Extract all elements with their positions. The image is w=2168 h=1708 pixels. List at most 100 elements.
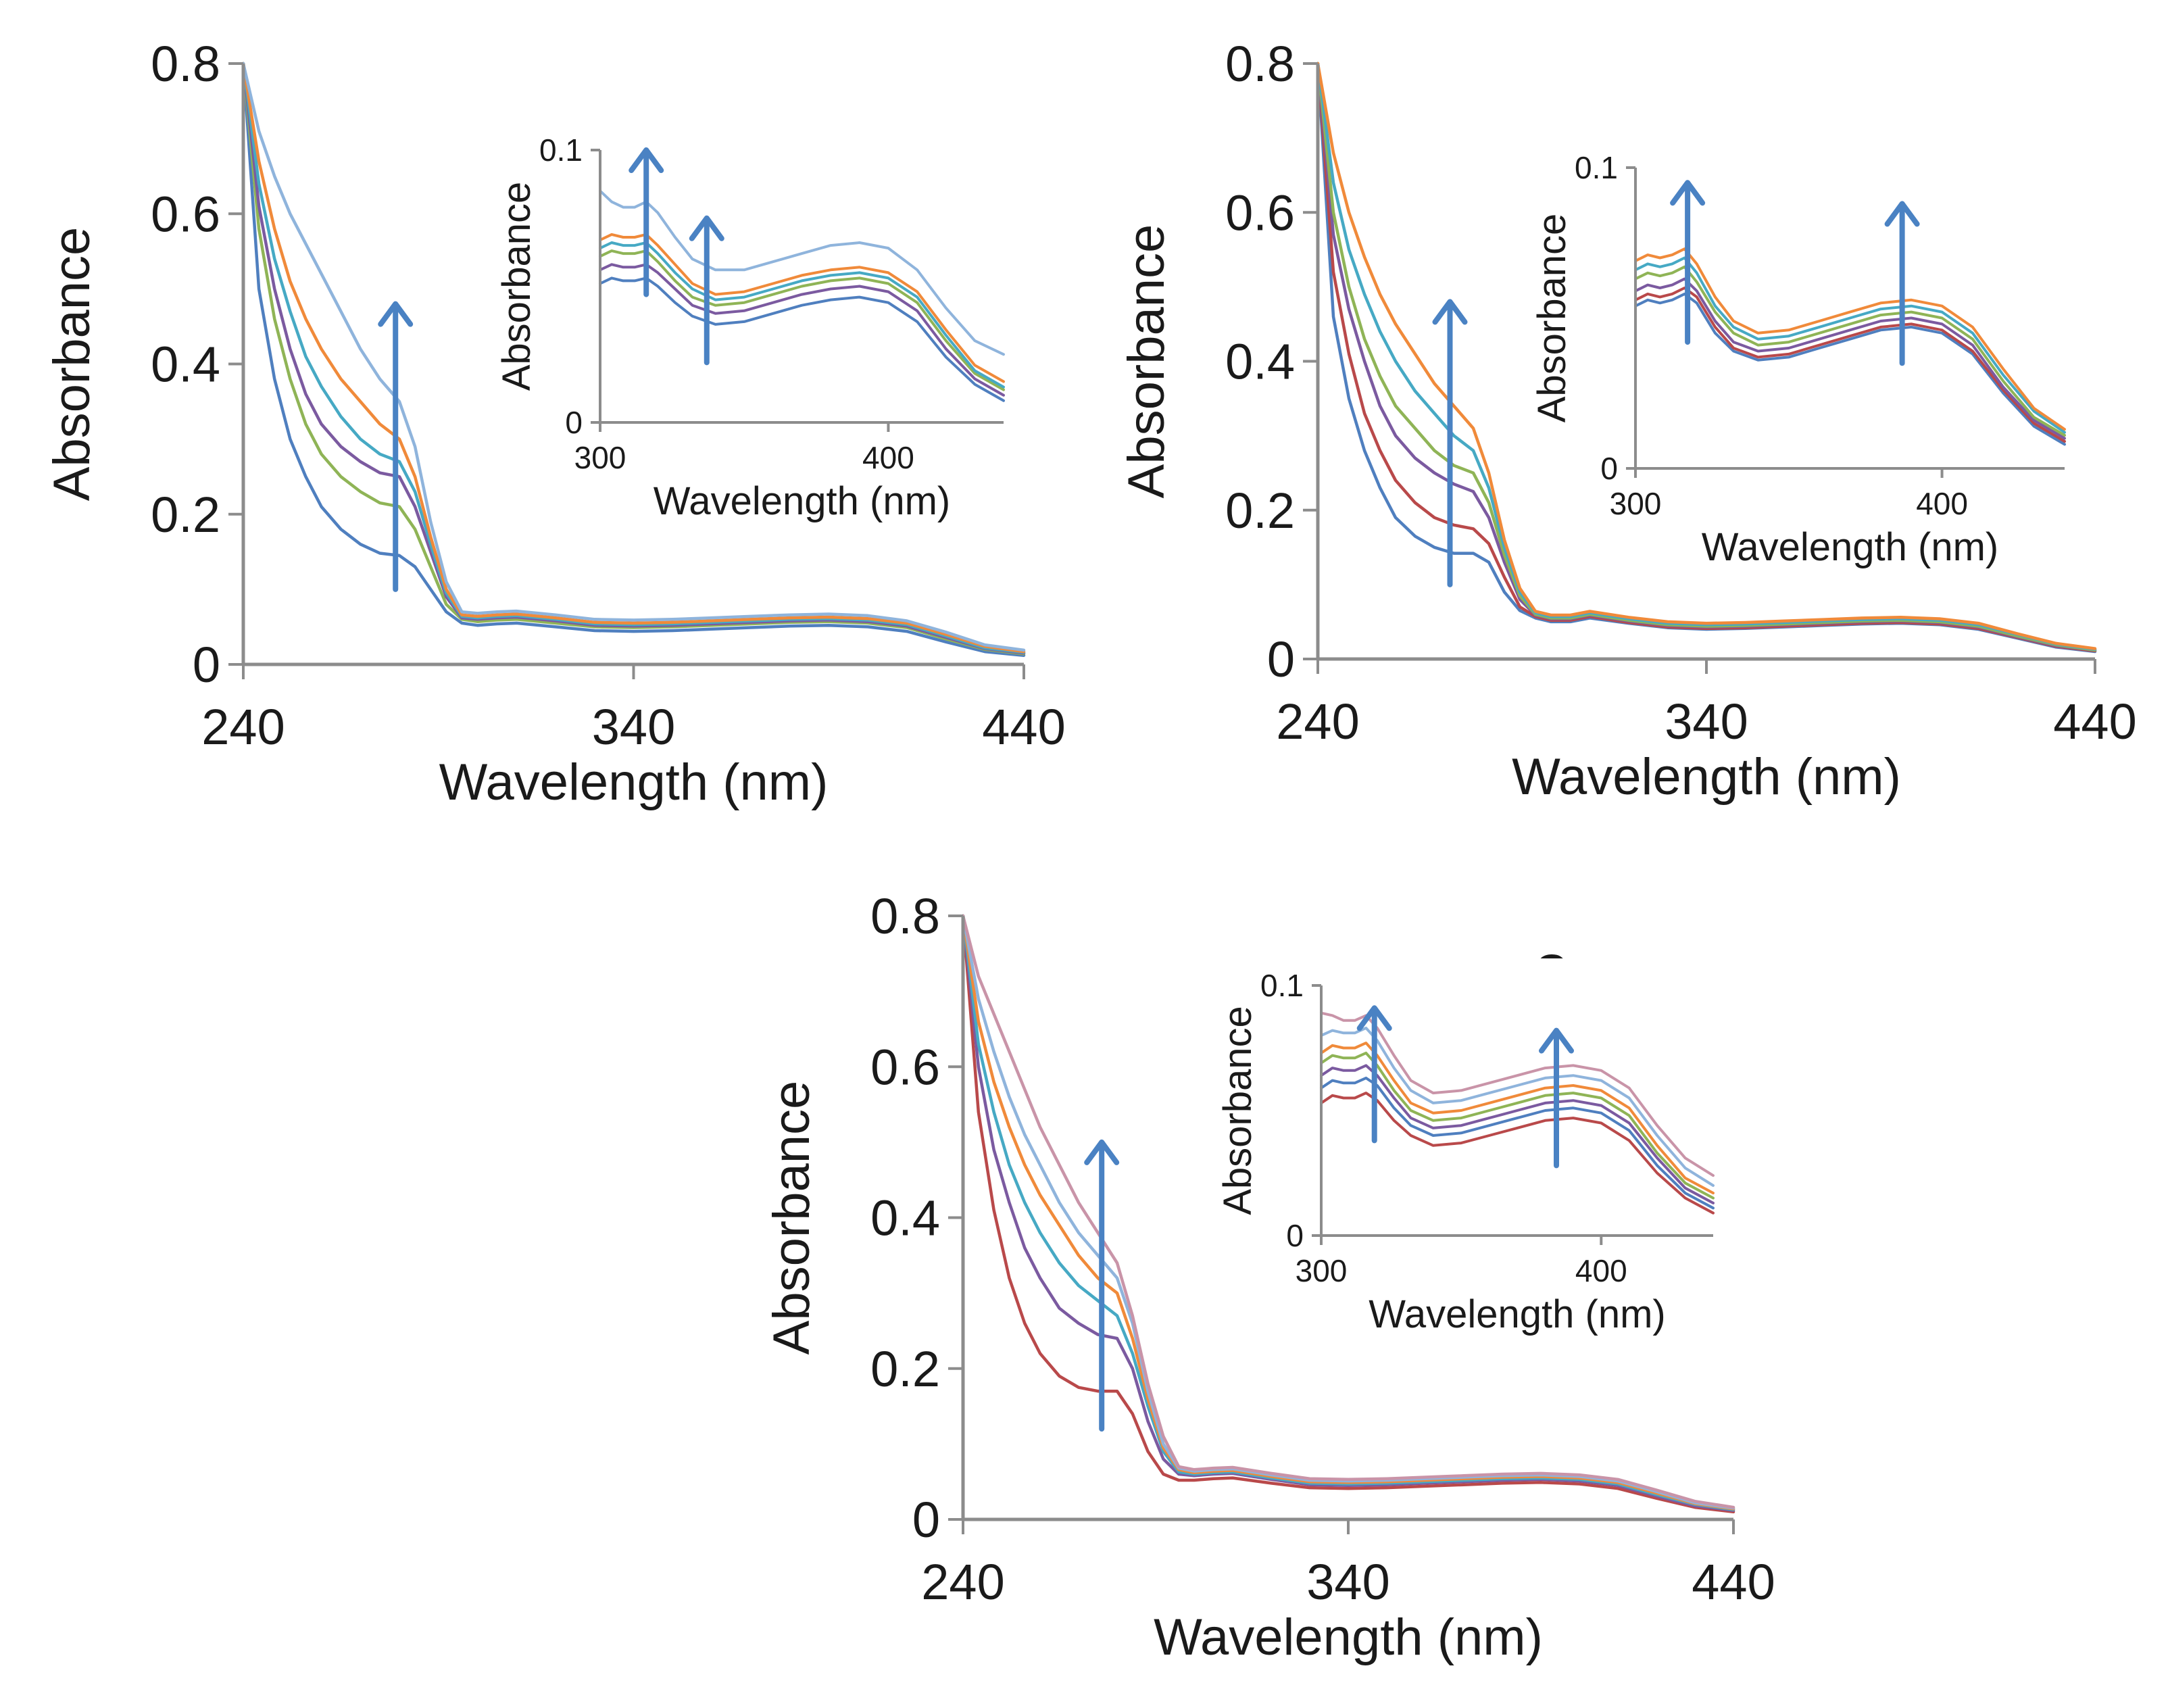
trend-arrow-2 [1539,1027,1574,1169]
y-tick-label: 0.4 [1225,334,1295,390]
y-axis-label: Absorbance [1530,214,1574,423]
trend-arrow-2-head [1539,1027,1574,1054]
series-line-4 [1634,265,2066,437]
y-tick-label: 0 [565,405,583,440]
trend-arrow [1084,1139,1120,1432]
x-tick-label: 300 [1610,486,1662,521]
series-line-2 [1634,287,2066,443]
x-tick-label: 400 [1916,486,1968,521]
y-tick-label: 0.4 [870,1190,940,1246]
x-axis-label: Wavelength (nm) [1154,1609,1543,1666]
trend-arrow-1 [629,147,664,297]
y-tick-label: 0.6 [870,1039,940,1095]
series-line-6 [1320,1026,1715,1187]
trend-arrow-head [378,301,414,327]
y-axis-label: Absorbance [1216,1006,1260,1215]
y-tick-label: 0.1 [539,132,583,168]
trend-arrow [1432,299,1468,587]
series-line-1 [1320,1092,1715,1215]
y-axis-label: Absorbance [495,182,539,391]
x-axis-label: Wavelength (nm) [1369,1292,1665,1336]
y-axis-label: Absorbance [43,227,101,502]
trend-arrow-head [1432,299,1468,325]
trend-arrow-head [1084,1139,1120,1165]
y-tick-label: 0.8 [1225,36,1295,92]
chart-a: 0 0.2 0.4 0.6 0.8 240 340 440 Wavelength (nm) Abs… [43,36,1066,811]
x-tick-label: 340 [1306,1554,1389,1610]
series-line-2 [599,263,1005,397]
inset-background [506,123,1017,531]
y-tick-label: 0.2 [870,1341,940,1397]
y-tick-label: 0.2 [1225,483,1295,539]
x-tick-label: 440 [2053,693,2136,750]
series-line-6 [241,62,1026,652]
chart-b: 0 0.2 0.4 0.6 0.8 240 340 440 Wavelength (nm) Abs… [1118,36,2137,806]
x-tick-label: 240 [1276,693,1359,750]
series-line-3 [599,249,1005,391]
x-tick-label: 240 [921,1554,1004,1610]
trend-arrow-2 [689,215,724,366]
trend-arrow-2 [1884,201,1920,366]
series-line-5 [1634,256,2066,434]
series-line-6 [961,914,1735,1509]
series-line-3 [1634,277,2066,440]
x-axis-label: Wavelength (nm) [1512,748,1901,806]
series-line-6 [1316,62,2097,650]
y-tick-label: 0 [1267,631,1295,687]
trend-arrow-1-head [629,147,664,173]
y-tick-label: 0.6 [1225,185,1295,241]
series-line-1 [241,62,1026,657]
x-tick-label: 300 [1296,1253,1348,1288]
series-line-6 [599,189,1005,356]
x-axis-label: Wavelength (nm) [654,479,950,523]
series-line-4 [599,241,1005,389]
chart-b-inset: 0 0.1 300 400 Wavelength (nm) Absorbance [1530,141,2078,577]
series-line-1 [599,276,1005,402]
series-line-1 [961,914,1735,1514]
y-tick-label: 0.1 [1260,968,1304,1003]
series-line-4 [1320,1051,1715,1200]
chart-c: 0 0.2 0.4 0.6 0.8 240 340 440 Wavelength (nm) Abs… [763,888,1775,1666]
trend-arrow-1 [1670,180,1706,345]
x-tick-label: 440 [1692,1554,1775,1610]
trend-arrow [378,301,414,592]
y-axis-label: Absorbance [763,1081,820,1355]
y-tick-label: 0.8 [870,888,940,944]
y-tick-label: 0.2 [151,487,220,543]
series-line-2 [1320,1076,1715,1210]
x-tick-label: 400 [862,440,914,475]
chart-c-inset: 0 0.1 300 400 Wavelength (nm) Absorbance [1216,958,1727,1344]
series-line-1 [1634,292,2066,446]
series-line-5 [241,62,1026,654]
x-tick-label: 300 [574,440,626,475]
trend-arrow-1 [1356,1005,1392,1144]
series-line-2 [241,62,1026,656]
x-axis-label: Wavelength (nm) [439,754,829,811]
y-tick-label: 0.4 [151,337,220,393]
series-line-5 [599,233,1005,383]
x-axis-label: Wavelength (nm) [1702,525,1998,569]
y-tick-label: 0 [1600,451,1618,486]
x-tick-label: 340 [592,699,675,755]
trend-arrow-1-head [1670,180,1706,206]
y-tick-label: 0 [193,637,220,693]
trend-arrow-1-head [1356,1005,1392,1031]
inset-background [1227,958,1727,1344]
series-line-3 [1320,1064,1715,1204]
trend-arrow-2-head [689,215,724,241]
y-tick-label: 0.8 [151,36,220,92]
x-tick-label: 240 [201,699,285,755]
x-tick-label: 400 [1575,1253,1627,1288]
x-tick-label: 440 [982,699,1065,755]
trend-arrow-2-head [1884,201,1920,227]
x-tick-label: 340 [1665,693,1748,750]
series-line-7 [1320,1011,1715,1177]
series-line-6 [1634,247,2066,431]
y-tick-label: 0.6 [151,186,220,242]
chart-a-inset: 0 0.1 300 400 Wavelength (nm) Absorbance [495,123,1017,531]
y-tick-label: 0 [912,1492,940,1548]
y-axis-label: Absorbance [1118,224,1175,499]
y-tick-label: 0 [1286,1218,1304,1253]
y-tick-label: 0.1 [1575,150,1618,185]
